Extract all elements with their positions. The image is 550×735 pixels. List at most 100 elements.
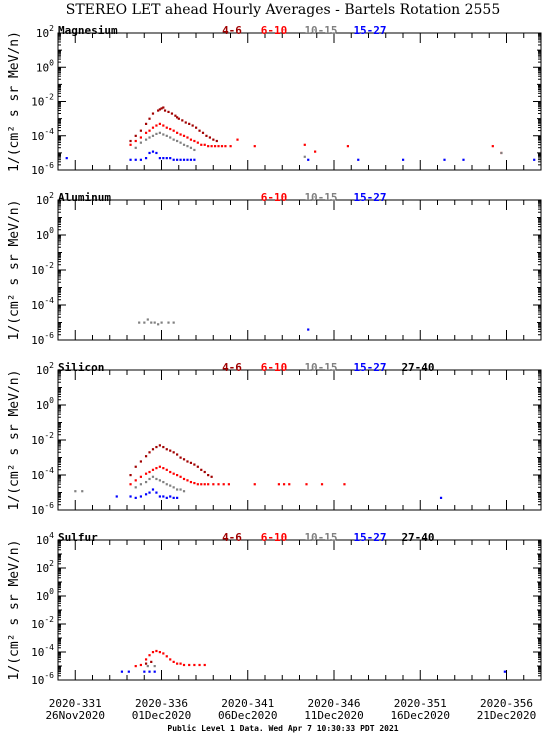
data-point [148, 151, 151, 155]
data-point [144, 493, 148, 496]
data-point [139, 141, 142, 144]
data-point [134, 158, 137, 161]
data-point [150, 321, 153, 324]
legend-entry: 15-27 [353, 24, 386, 37]
data-point [129, 474, 132, 477]
data-point [148, 654, 151, 657]
data-point [193, 481, 196, 485]
y-tick-label: 10-2 [31, 431, 54, 447]
data-point [277, 483, 280, 486]
panel-silicon: 10-6 10-4 10-2 100 102 1/(cm² s sr MeV/n) Sili… [7, 361, 542, 517]
data-point [203, 663, 206, 667]
data-point [181, 119, 184, 122]
data-point [172, 129, 175, 132]
data-point [139, 129, 142, 132]
data-point [155, 477, 158, 481]
data-point [207, 474, 210, 477]
data-point [320, 483, 324, 486]
data-point [153, 665, 156, 668]
y-tick-label: 100 [36, 396, 54, 412]
data-point [139, 483, 142, 486]
data-point [176, 662, 179, 665]
y-tick-label: 10-4 [31, 643, 54, 659]
legend-entry: 4-6 [222, 361, 242, 374]
data-point [182, 490, 186, 493]
data-point [208, 136, 211, 139]
data-point [165, 496, 168, 499]
y-tick-label: 10-2 [31, 261, 54, 277]
data-point [196, 465, 199, 468]
chart-title: STEREO LET ahead Hourly Averages - Barte… [66, 2, 501, 18]
data-point [207, 483, 210, 486]
data-point [169, 470, 172, 474]
data-point [157, 323, 160, 326]
panel-name: Silicon [58, 361, 104, 374]
data-point [500, 151, 503, 155]
data-point [174, 114, 177, 117]
data-point [148, 136, 151, 139]
data-point [195, 126, 198, 129]
data-point [158, 157, 161, 160]
data-point [213, 145, 217, 148]
data-point [144, 157, 148, 160]
legend-entry: 4-6 [222, 24, 242, 37]
x-tick-date-label: 01Dec2020 [132, 709, 192, 722]
y-tick-label: 10-4 [31, 127, 54, 143]
data-point [184, 121, 187, 124]
data-point [129, 143, 132, 146]
x-tick-date-label: 16Dec2020 [390, 709, 450, 722]
data-point [148, 470, 151, 474]
data-point [172, 451, 175, 454]
data-point [176, 139, 179, 143]
data-point [236, 138, 239, 141]
data-point [462, 158, 465, 161]
data-point [172, 486, 175, 489]
data-point [120, 670, 124, 673]
data-point [144, 480, 148, 484]
data-point [182, 134, 186, 137]
data-point [179, 158, 182, 161]
data-point [314, 150, 317, 153]
y-axis-label: 1/(cm² s sr MeV/n) [7, 370, 22, 511]
data-point [179, 662, 182, 665]
plot-frame [57, 32, 542, 171]
data-point [189, 146, 193, 149]
x-tick-label: 2020-336 [135, 697, 188, 710]
data-point [176, 496, 179, 499]
legend-entry: 6-10 [261, 361, 288, 374]
data-point [138, 321, 141, 324]
data-point [143, 670, 146, 673]
data-point [139, 495, 142, 498]
data-point [144, 138, 148, 141]
data-point [165, 448, 168, 451]
data-point [227, 483, 230, 486]
data-point [169, 495, 172, 498]
data-point [158, 465, 161, 468]
data-point [186, 158, 189, 161]
data-point [188, 663, 191, 667]
x-tick-label: 2020-331 [49, 697, 102, 710]
y-tick-label: 102 [36, 361, 54, 377]
panel-name: Aluminum [58, 191, 111, 204]
data-point [151, 134, 155, 137]
data-point [143, 321, 146, 324]
data-point [144, 472, 148, 475]
data-point [134, 496, 137, 499]
data-point [139, 158, 142, 161]
data-point [357, 158, 360, 161]
data-point [179, 133, 182, 136]
data-point [179, 456, 182, 459]
data-point [134, 139, 137, 143]
data-point [167, 110, 170, 114]
legend-entry: 10-15 [304, 191, 337, 204]
data-point [179, 475, 182, 478]
data-point [176, 131, 179, 134]
data-point [207, 145, 210, 148]
data-point [162, 157, 165, 160]
data-point [193, 139, 196, 143]
data-point [150, 660, 153, 663]
data-point [343, 483, 346, 486]
data-point [144, 658, 148, 661]
data-point [179, 141, 182, 144]
data-point [220, 145, 224, 148]
